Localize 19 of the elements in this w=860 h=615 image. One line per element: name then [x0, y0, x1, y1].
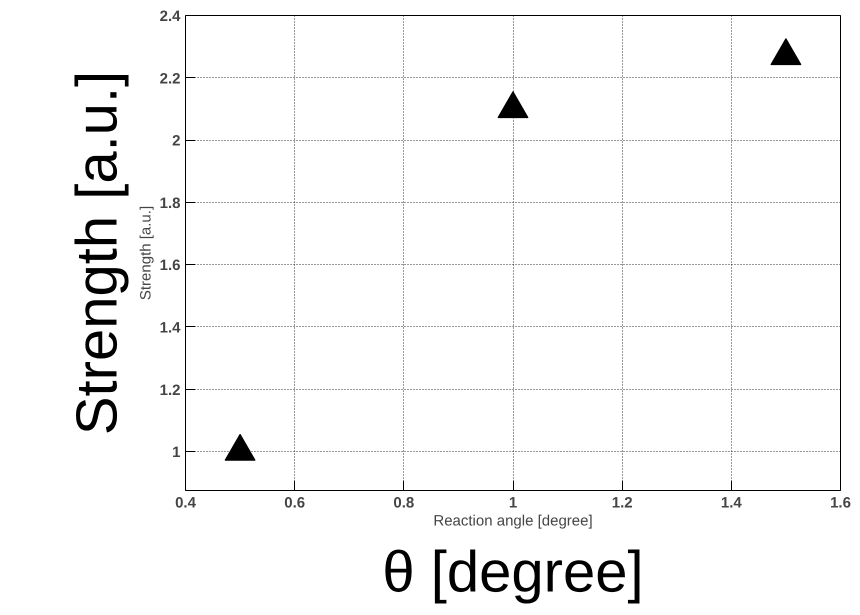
y-tick-label: 1 [172, 444, 180, 462]
x-tick-label: 0.6 [284, 494, 306, 512]
x-tick-label: 1 [508, 494, 518, 512]
x-tick-label: 0.4 [175, 494, 197, 512]
x-axis-title: Reaction angle [degree] [433, 512, 593, 530]
y-tick-label: 1.4 [160, 319, 182, 336]
x-tick-label: 1.4 [720, 494, 742, 512]
y-tick-label: 1.6 [160, 257, 181, 274]
y-tick-label: 2.4 [160, 8, 182, 25]
x-tick-label: 1.6 [830, 494, 851, 512]
text: Strength [a.u.] [64, 70, 130, 436]
y-tick-label: 1.2 [160, 382, 181, 399]
y-axis-title: Strength [a.u.] [138, 206, 155, 300]
x-tick-label: 1.2 [612, 494, 633, 512]
x-tick-label: 0.8 [393, 494, 414, 512]
y-tick-label: 1.8 [160, 194, 181, 212]
y-tick-label: 2 [172, 132, 180, 150]
y-tick-label: 2.2 [160, 70, 181, 88]
text: θ [degree] [382, 540, 644, 604]
